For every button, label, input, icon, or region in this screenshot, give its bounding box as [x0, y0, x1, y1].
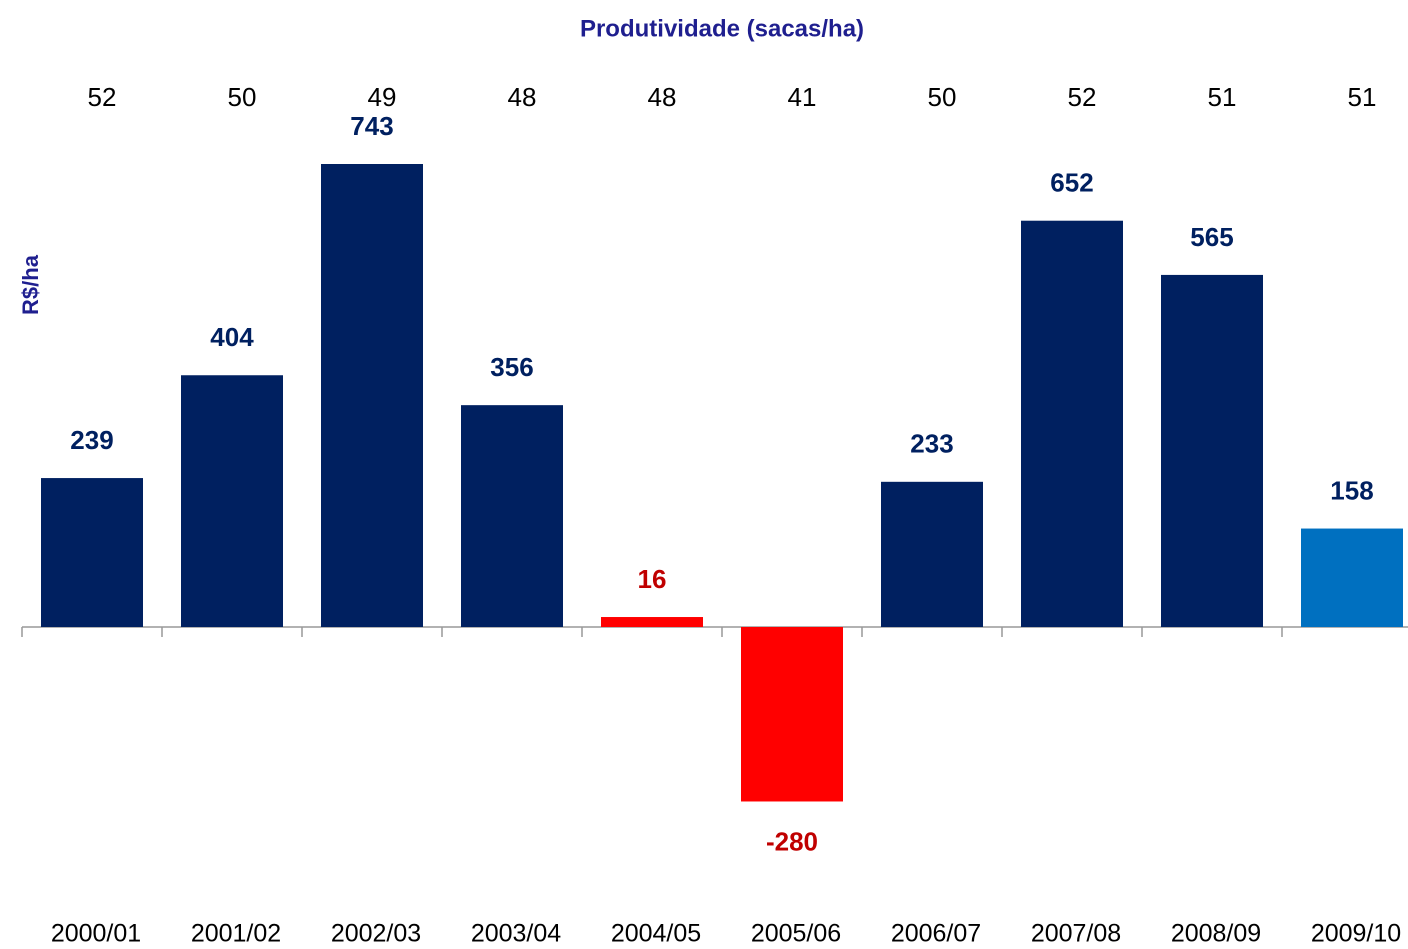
x-tick-label: 2003/04	[471, 920, 561, 948]
bar	[1021, 220, 1123, 627]
data-label: 743	[350, 111, 393, 141]
data-label: 565	[1190, 222, 1233, 252]
data-label: 404	[210, 322, 254, 352]
productivity-value: 49	[368, 82, 397, 112]
productivity-value: 41	[788, 82, 817, 112]
productivity-value: 48	[508, 82, 537, 112]
productivity-value: 50	[228, 82, 257, 112]
bar	[181, 375, 283, 627]
x-tick-label: 2007/08	[1031, 920, 1121, 948]
x-tick-label: 2002/03	[331, 920, 421, 948]
productivity-value: 52	[1068, 82, 1097, 112]
bar	[1301, 528, 1403, 627]
x-tick-label: 2001/02	[191, 920, 281, 948]
bar	[461, 405, 563, 627]
x-tick-label: 2008/09	[1171, 920, 1261, 948]
productivity-value: 50	[928, 82, 957, 112]
x-tick-label: 2006/07	[891, 920, 981, 948]
productivity-value: 51	[1208, 82, 1237, 112]
y-axis-label: R$/ha	[18, 254, 43, 315]
chart-title: Produtividade (sacas/ha)	[580, 15, 864, 42]
productivity-value: 52	[88, 82, 117, 112]
bar	[321, 164, 423, 627]
x-tick-label: 2009/10	[1311, 920, 1401, 948]
data-label: 158	[1330, 475, 1373, 505]
productivity-value: 51	[1348, 82, 1377, 112]
x-tick-label: 2004/05	[611, 920, 701, 948]
bar	[881, 481, 983, 627]
bar	[1161, 274, 1263, 627]
bar	[41, 478, 143, 627]
data-label: 652	[1050, 168, 1093, 198]
productivity-value: 48	[648, 82, 677, 112]
bar	[741, 627, 843, 802]
data-label: 356	[490, 352, 533, 382]
data-label: 233	[910, 429, 953, 459]
bar	[601, 617, 703, 627]
x-tick-label: 2000/01	[51, 920, 141, 948]
data-label: -280	[766, 826, 818, 856]
x-tick-label: 2005/06	[751, 920, 841, 948]
data-label: 239	[70, 425, 113, 455]
data-label: 16	[638, 564, 667, 594]
